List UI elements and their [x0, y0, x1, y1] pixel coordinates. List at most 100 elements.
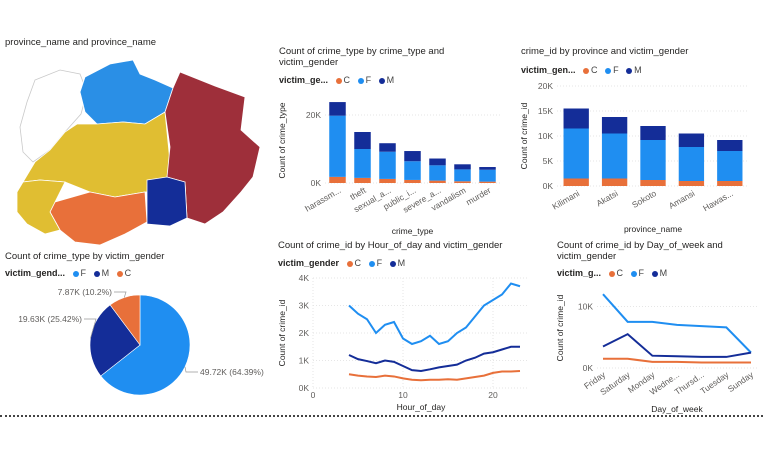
x-axis-title: Day_of_week: [651, 404, 703, 414]
series-line-M: [348, 345, 520, 372]
bar-segment-C: [379, 178, 396, 183]
bar-segment-F: [454, 169, 471, 182]
x-tick-label: Sunday: [726, 369, 756, 394]
legend-dot-C: [335, 77, 342, 84]
bar-segment-M: [329, 102, 346, 116]
legend-dot-M: [389, 260, 396, 267]
pie-title: Count of crime_type by victim_gender: [5, 251, 165, 262]
map-region-east[interactable]: [164, 71, 261, 225]
legend-label: M: [634, 65, 642, 75]
y-tick-label: 1K: [299, 356, 310, 366]
map-region-southeast[interactable]: [146, 176, 188, 227]
x-tick-label: harassm...: [303, 185, 342, 214]
bar-segment-F: [479, 169, 496, 182]
bar-segment-M: [454, 164, 471, 170]
bar2-title: crime_id by province and victim_gender: [521, 46, 689, 57]
pie-data-label: 49.72K (64.39%): [200, 367, 264, 377]
pie-leader-line: [114, 291, 127, 298]
legend-label: C: [354, 258, 362, 268]
bar-segment-F: [329, 115, 346, 177]
legend-title: victim_g...: [557, 268, 602, 278]
legend-dot-F: [357, 77, 364, 84]
bar-segment-C: [640, 180, 666, 186]
legend-label: C: [591, 65, 598, 75]
legend-label: F: [613, 65, 619, 75]
legend-dot-M: [651, 270, 658, 277]
bar2-chart[interactable]: 0K 5K 10K 15K 20K Kilimani Akatsi Sokoto Amansi H…: [517, 78, 757, 238]
series-line-M: [602, 332, 752, 358]
bar-segment-C: [404, 179, 421, 183]
x-tick-label: Akatsi: [595, 188, 620, 208]
y-tick-label: 20K: [306, 110, 321, 120]
pie-legend[interactable]: victim_gend... F M C: [5, 268, 131, 278]
y-tick-label: 10K: [578, 301, 593, 311]
y-tick-label: 0K: [311, 178, 322, 188]
bar-segment-F: [404, 161, 421, 180]
bar-segment-F: [563, 128, 589, 179]
legend-label: F: [376, 258, 383, 268]
legend-dot-F: [368, 260, 375, 267]
y-tick-label: 20K: [538, 81, 553, 91]
line1-chart[interactable]: 0K 1K 2K 3K 4K 0 10 20 Hour_of_day Count of crime…: [275, 270, 535, 415]
x-tick-label: Tuesday: [698, 369, 731, 396]
bar-segment-F: [354, 149, 371, 178]
legend-label: F: [365, 75, 372, 85]
bar1-legend[interactable]: victim_ge... C F M: [279, 75, 394, 85]
legend-label: M: [659, 268, 668, 278]
legend-label: F: [638, 268, 645, 278]
legend-title: victim_gen...: [521, 65, 576, 75]
y-tick-label: 0K: [543, 181, 554, 191]
bar-segment-C: [329, 176, 346, 183]
y-axis-title: Count of crime_id: [555, 294, 565, 361]
map-region-west[interactable]: [16, 179, 66, 235]
bar-segment-C: [479, 181, 496, 183]
legend-dot-F: [72, 270, 79, 277]
bar-segment-M: [601, 117, 628, 134]
line2-title: Count of crime_id by Day_of_week and vic…: [557, 240, 723, 262]
map-visual[interactable]: [5, 52, 267, 248]
y-tick-label: 4K: [299, 273, 310, 283]
bar-segment-C: [354, 177, 371, 183]
legend-label: C: [616, 268, 624, 278]
line1-title: Count of crime_id by Hour_of_day and vic…: [278, 240, 503, 251]
line2-legend[interactable]: victim_g... C F M: [557, 268, 667, 278]
bar-segment-F: [678, 147, 705, 181]
bar-segment-M: [404, 151, 421, 162]
legend-dot-C: [608, 270, 615, 277]
bar-segment-C: [678, 181, 705, 186]
bar-segment-M: [717, 140, 743, 151]
legend-label: M: [101, 268, 110, 278]
x-tick-label: Amansi: [667, 188, 697, 211]
legend-dot-M: [93, 270, 100, 277]
x-tick-label: Hawas...: [701, 188, 735, 213]
x-tick-label: Kilimani: [550, 188, 581, 212]
bar-segment-F: [601, 133, 628, 179]
legend-label: F: [80, 268, 87, 278]
legend-label: C: [124, 268, 132, 278]
bar-segment-M: [640, 126, 666, 140]
pie-slice-F: [100, 294, 191, 396]
bar-segment-C: [601, 178, 628, 186]
legend-title: victim_gender: [278, 258, 340, 268]
bar-segment-C: [429, 180, 446, 183]
bar-segment-F: [429, 165, 446, 181]
y-tick-label: 0K: [583, 363, 594, 373]
map-title: province_name and province_name: [5, 37, 157, 48]
pie-chart[interactable]: 49.72K (64.39%) 19.63K (25.42%) 7.87K (10.…: [0, 280, 275, 410]
y-tick-label: 2K: [299, 328, 310, 338]
series-line-C: [603, 357, 751, 364]
line2-chart[interactable]: 0K10KFridaySaturdayMondayWedne...Thursd.…: [553, 280, 763, 415]
legend-dot-M: [626, 67, 633, 74]
province-map: [5, 52, 267, 248]
bar-segment-M: [479, 167, 496, 170]
line1-legend[interactable]: victim_gender C F M: [278, 258, 405, 268]
x-tick-label: 20: [488, 390, 498, 400]
y-tick-label: 10K: [538, 131, 553, 141]
bar2-legend[interactable]: victim_gen... C F M: [521, 65, 642, 75]
legend-title: victim_ge...: [279, 75, 329, 85]
legend-label: C: [343, 75, 351, 85]
bar-segment-F: [717, 151, 743, 181]
x-axis-title: Hour_of_day: [397, 402, 446, 412]
pie-leader-line: [84, 318, 97, 339]
